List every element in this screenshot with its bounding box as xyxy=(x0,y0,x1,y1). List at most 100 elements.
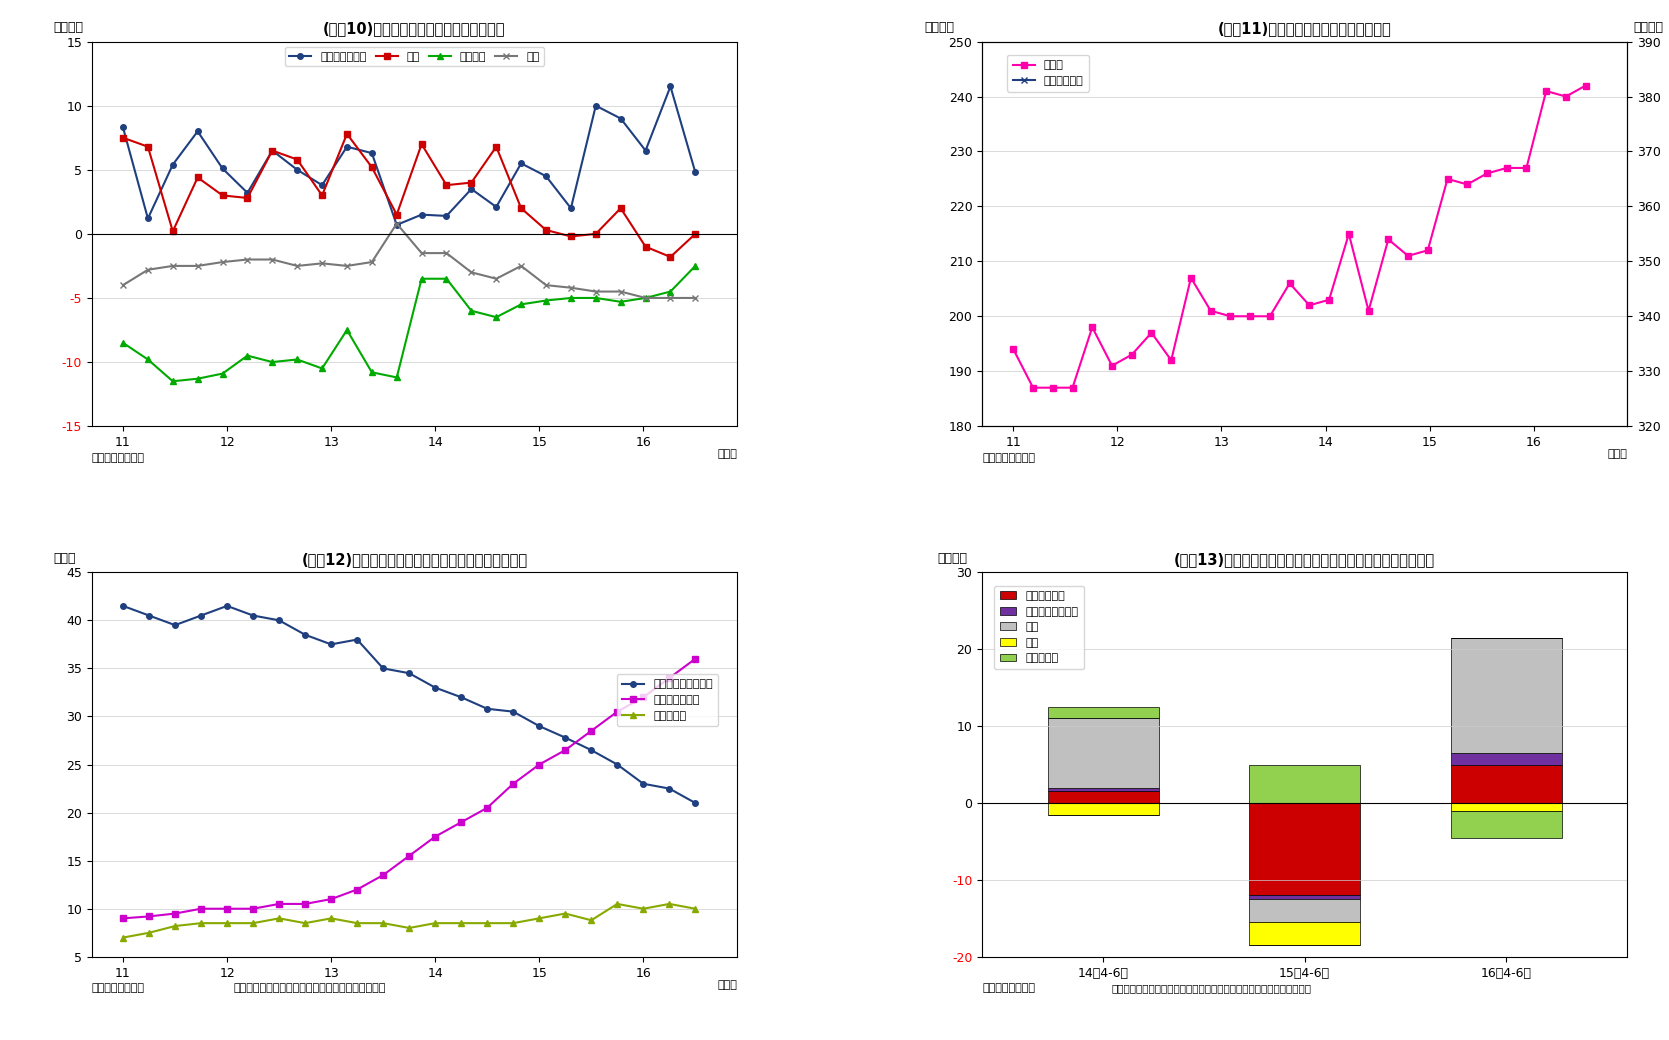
民間非金融法人 xyxy=(287,163,307,176)
海外シェア xyxy=(686,903,706,915)
家計 xyxy=(337,128,357,140)
海外シェア xyxy=(426,917,446,930)
一般政府 xyxy=(287,354,307,366)
Text: （兆円）: （兆円） xyxy=(936,551,966,565)
日本銀行シェア xyxy=(347,883,367,895)
家計 xyxy=(237,191,257,204)
現預金 xyxy=(1280,277,1300,289)
預金取扱機関シェア xyxy=(659,782,679,795)
預金取扱機関シェア xyxy=(608,758,628,771)
日本銀行シェア xyxy=(659,672,679,684)
現預金 xyxy=(1200,305,1220,317)
海外 xyxy=(237,254,257,266)
海外シェア xyxy=(477,917,497,930)
一般政府 xyxy=(511,298,531,311)
一般政府 xyxy=(586,291,606,304)
日本銀行シェア xyxy=(529,758,549,771)
民間非金融法人 xyxy=(486,201,506,213)
家計 xyxy=(312,189,332,202)
預金取扱機関シェア xyxy=(399,667,419,679)
民間非金融法人 xyxy=(636,145,656,157)
一般政府 xyxy=(387,371,407,384)
借入（右軸） xyxy=(1003,1035,1023,1040)
民間非金融法人 xyxy=(362,147,382,159)
一般政府 xyxy=(237,349,257,362)
借入（右軸） xyxy=(1437,1035,1457,1040)
日本銀行シェア xyxy=(556,744,576,756)
民間非金融法人 xyxy=(237,186,257,199)
海外 xyxy=(661,291,681,304)
一般政府 xyxy=(561,291,581,304)
現預金 xyxy=(1379,233,1399,245)
Bar xyxy=(1250,764,1360,803)
日本銀行シェア xyxy=(217,903,237,915)
海外 xyxy=(486,272,506,285)
海外 xyxy=(586,285,606,297)
民間非金融法人 xyxy=(511,157,531,170)
Text: （兆円）: （兆円） xyxy=(925,21,955,34)
一般政府 xyxy=(312,362,332,374)
預金取扱機関シェア xyxy=(581,744,601,756)
民間非金融法人 xyxy=(412,208,432,220)
海外 xyxy=(461,266,481,279)
現預金 xyxy=(1003,343,1023,356)
民間非金融法人 xyxy=(611,112,631,125)
預金取扱機関シェア xyxy=(374,662,394,675)
Text: （％）: （％） xyxy=(53,551,75,565)
現預金 xyxy=(1063,382,1083,394)
海外 xyxy=(362,256,382,268)
一般政府 xyxy=(486,311,506,323)
借入（右軸） xyxy=(1556,1018,1576,1031)
家計 xyxy=(611,202,631,214)
家計 xyxy=(461,177,481,189)
預金取扱機関シェア xyxy=(165,619,185,631)
現預金 xyxy=(1576,79,1596,92)
民間非金融法人 xyxy=(686,166,706,179)
現預金 xyxy=(1457,178,1477,190)
海外 xyxy=(164,260,184,272)
家計 xyxy=(113,131,134,144)
Title: (図表11)民間非金融法人の現預金・借入: (図表11)民間非金融法人の現預金・借入 xyxy=(1218,21,1392,36)
海外 xyxy=(312,257,332,269)
一般政府 xyxy=(139,354,159,366)
家計 xyxy=(536,224,556,236)
Bar xyxy=(1450,753,1562,764)
預金取扱機関シェア xyxy=(504,705,524,718)
預金取扱機関シェア xyxy=(556,731,576,744)
現預金 xyxy=(1043,382,1063,394)
一般政府 xyxy=(536,294,556,307)
Bar xyxy=(1048,787,1158,791)
海外シェア xyxy=(374,917,394,930)
現預金 xyxy=(1399,250,1419,262)
預金取扱機関シェア xyxy=(633,778,653,790)
Bar xyxy=(1048,707,1158,719)
一般政府 xyxy=(636,291,656,304)
民間非金融法人 xyxy=(212,162,232,175)
家計 xyxy=(362,161,382,174)
海外 xyxy=(611,285,631,297)
日本銀行シェア xyxy=(477,802,497,814)
日本銀行シェア xyxy=(139,910,159,922)
海外 xyxy=(511,260,531,272)
Text: （注）国債は、国庫短期証券と国債・財投債の合計: （注）国債は、国庫短期証券と国債・財投債の合計 xyxy=(234,984,386,993)
現預金 xyxy=(1122,348,1142,361)
Text: （資料）日本銀行: （資料）日本銀行 xyxy=(92,984,145,993)
一般政府 xyxy=(113,337,134,349)
現預金 xyxy=(1339,228,1359,240)
海外 xyxy=(187,260,207,272)
日本銀行シェア xyxy=(686,652,706,665)
預金取扱機関シェア xyxy=(244,609,264,622)
海外シェア xyxy=(659,898,679,910)
海外シェア xyxy=(504,917,524,930)
Text: （年）: （年） xyxy=(718,449,738,460)
Bar xyxy=(1250,922,1360,945)
民間非金融法人 xyxy=(312,179,332,191)
海外 xyxy=(337,260,357,272)
Line: 家計: 家計 xyxy=(120,131,698,260)
現預金 xyxy=(1023,382,1043,394)
現預金 xyxy=(1220,310,1240,322)
海外シェア xyxy=(139,927,159,939)
家計 xyxy=(212,189,232,202)
Bar xyxy=(1250,895,1360,900)
民間非金融法人 xyxy=(536,170,556,182)
